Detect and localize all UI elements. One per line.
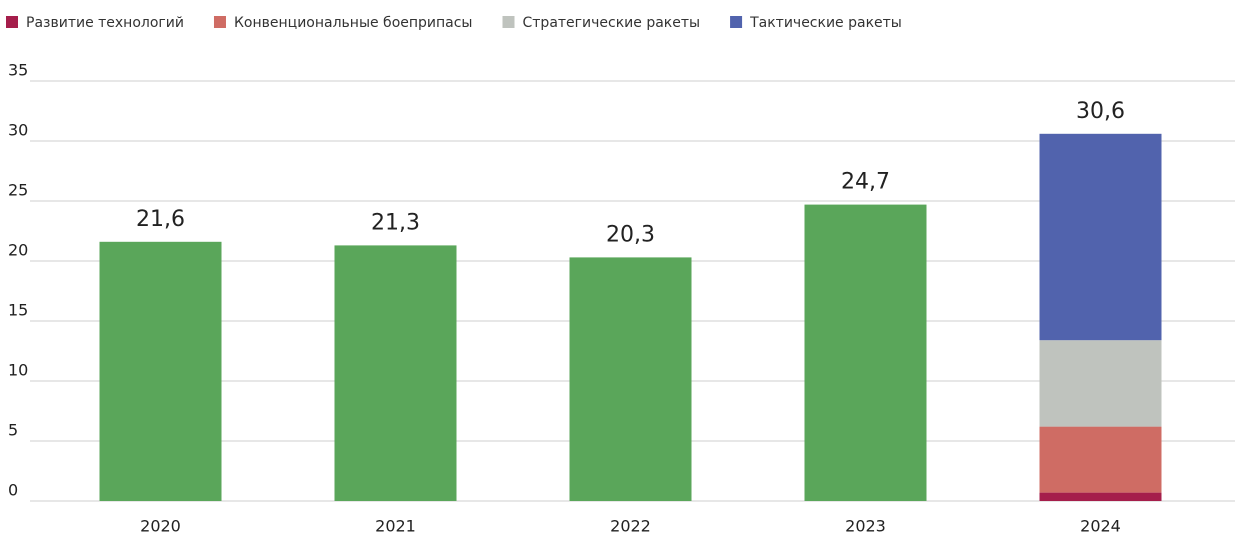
y-tick-label: 10 xyxy=(8,361,28,380)
legend-label: Стратегические ракеты xyxy=(523,15,701,31)
legend-label: Развитие технологий xyxy=(26,15,184,31)
bar-segment xyxy=(1039,492,1162,501)
x-tick-label: 2021 xyxy=(375,517,416,536)
x-tick-label: 2023 xyxy=(845,517,886,536)
y-tick-label: 25 xyxy=(8,181,28,200)
bar-segment xyxy=(1039,426,1162,493)
value-label: 21,6 xyxy=(136,207,185,232)
bar xyxy=(569,257,692,501)
legend-swatch xyxy=(213,16,226,28)
bar xyxy=(99,241,222,502)
bar-segment xyxy=(1039,133,1162,341)
value-label: 24,7 xyxy=(841,170,890,195)
y-tick-label: 30 xyxy=(8,121,28,140)
y-tick-label: 0 xyxy=(8,481,18,500)
legend-swatch xyxy=(502,16,515,28)
y-tick-label: 5 xyxy=(8,421,18,440)
y-tick-label: 15 xyxy=(8,301,28,320)
value-label: 30,6 xyxy=(1076,99,1125,124)
bar-segment xyxy=(1039,340,1162,427)
legend-swatch xyxy=(6,16,18,28)
x-tick-label: 2024 xyxy=(1080,517,1121,536)
y-tick-label: 35 xyxy=(8,61,28,80)
legend-label: Тактические ракеты xyxy=(749,15,902,31)
y-tick-label: 20 xyxy=(8,241,28,260)
legend-label: Конвенциональные боеприпасы xyxy=(234,15,473,31)
bar xyxy=(334,245,457,501)
x-tick-label: 2020 xyxy=(140,517,181,536)
x-tick-label: 2022 xyxy=(610,517,651,536)
bar xyxy=(804,204,927,501)
legend-swatch xyxy=(730,16,743,28)
value-label: 21,3 xyxy=(371,210,420,235)
value-label: 20,3 xyxy=(606,222,655,247)
